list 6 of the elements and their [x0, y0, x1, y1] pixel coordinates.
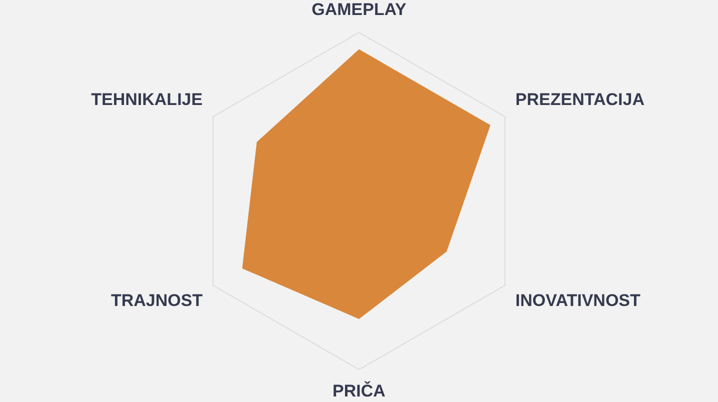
spoke-label: PREZENTACIJA: [515, 90, 644, 110]
spoke-label: GAMEPLAY: [312, 0, 408, 19]
spoke-label: TEHNIKALIJE: [91, 90, 203, 110]
spoke-label: INOVATIVNOST: [515, 291, 642, 310]
spoke-label: PRIČA: [332, 380, 386, 400]
spoke-label: TRAJNOST: [110, 291, 204, 310]
